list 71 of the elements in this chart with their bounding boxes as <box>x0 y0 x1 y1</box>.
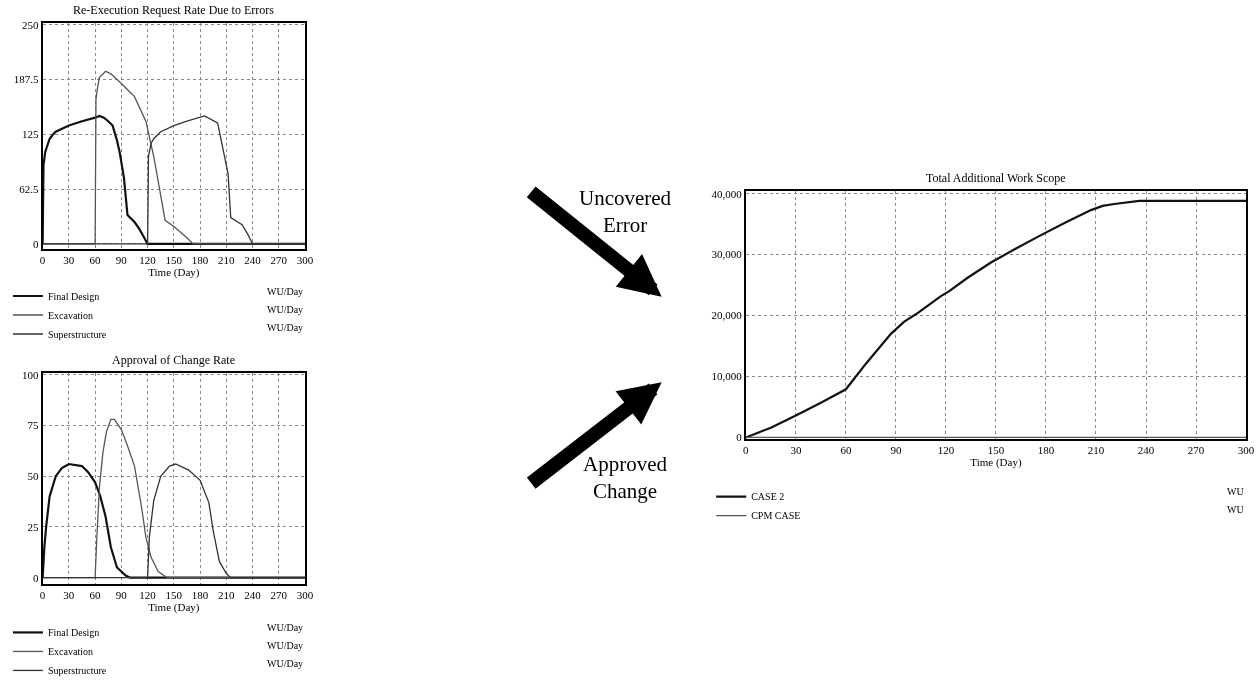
x-tick-label: 90 <box>890 444 902 457</box>
x-tick-label: 300 <box>296 588 314 601</box>
x-tick-label: 300 <box>1237 444 1255 457</box>
x-tick-label: 90 <box>115 254 128 267</box>
text: WU/Day <box>267 622 304 633</box>
x-tick-label: 180 <box>191 254 209 267</box>
y-tick-label: 30,000 <box>711 248 743 261</box>
text: Uncovered Error <box>579 186 672 238</box>
text: WU <box>1227 504 1245 515</box>
legend-label: Superstructure <box>47 665 107 677</box>
x-tick-label: 30 <box>63 588 75 601</box>
x-tick-label: 60 <box>89 254 102 267</box>
text: WU/Day <box>267 286 304 297</box>
x-tick-label: 150 <box>165 254 183 267</box>
x-tick-label: 120 <box>139 588 157 601</box>
x-axis-title: Time (Day) <box>148 266 200 280</box>
legend-label: Excavation <box>47 309 93 321</box>
x-tick-label: 270 <box>1187 444 1205 457</box>
y-tick-label: 25 <box>27 520 39 533</box>
text: WU <box>1227 486 1245 497</box>
x-tick-label: 180 <box>1037 444 1055 457</box>
y-tick-label: 250 <box>21 18 39 31</box>
x-tick-label: 150 <box>165 588 183 601</box>
line-series <box>745 199 1247 439</box>
x-tick-label: 180 <box>191 588 209 601</box>
x-tick-label: 120 <box>139 254 157 267</box>
x-tick-label: 30 <box>63 254 75 267</box>
x-tick-label: 30 <box>790 444 802 457</box>
x-axis-title: Time (Day) <box>970 456 1022 470</box>
x-tick-label: 90 <box>115 588 128 601</box>
x-tick-label: 240 <box>244 254 262 267</box>
text: WU/Day <box>267 658 304 669</box>
x-tick-label: 60 <box>89 588 102 601</box>
y-tick-label: 50 <box>27 470 39 483</box>
legend-label: Final Design <box>47 290 100 302</box>
x-tick-label: 210 <box>218 588 236 601</box>
y-tick-label: 125 <box>21 128 39 141</box>
legend-label: CPM CASE <box>751 510 801 522</box>
y-tick-label: 187.5 <box>13 73 39 86</box>
x-tick-label: 150 <box>987 444 1005 457</box>
y-tick-label: 10,000 <box>711 370 743 383</box>
text: Approved Change <box>583 452 668 504</box>
text: WU/Day <box>267 322 304 333</box>
x-tick-label: 270 <box>270 588 288 601</box>
y-tick-label: 75 <box>27 419 39 432</box>
y-tick-label: 0 <box>736 431 743 444</box>
y-tick-label: 20,000 <box>711 309 743 322</box>
chart-title: Approval of Change Rate <box>112 353 235 367</box>
x-tick-label: 240 <box>244 588 262 601</box>
x-tick-label: 300 <box>296 254 314 267</box>
x-tick-label: 210 <box>218 254 236 267</box>
x-tick-label: 240 <box>1137 444 1155 457</box>
text: WU/Day <box>267 640 304 651</box>
x-tick-label: 270 <box>270 254 288 267</box>
line-series <box>42 462 306 579</box>
y-tick-label: 100 <box>21 368 39 381</box>
y-tick-label: 40,000 <box>711 187 743 200</box>
legend-label: CASE 2 <box>751 491 785 503</box>
chart-title: Re-Execution Request Rate Due to Errors <box>73 3 275 17</box>
x-tick-label: 120 <box>937 444 955 457</box>
y-tick-label: 0 <box>32 237 39 250</box>
x-tick-label: 210 <box>1087 444 1105 457</box>
legend-label: Excavation <box>47 646 93 658</box>
y-tick-label: 0 <box>32 571 39 584</box>
legend-label: Superstructure <box>47 328 107 340</box>
x-axis-title: Time (Day) <box>148 600 200 614</box>
y-tick-label: 62.5 <box>19 182 39 195</box>
chart-title: Total Additional Work Scope <box>926 171 1066 185</box>
text: WU/Day <box>267 304 304 315</box>
x-tick-label: 60 <box>840 444 852 457</box>
legend-label: Final Design <box>47 627 100 639</box>
